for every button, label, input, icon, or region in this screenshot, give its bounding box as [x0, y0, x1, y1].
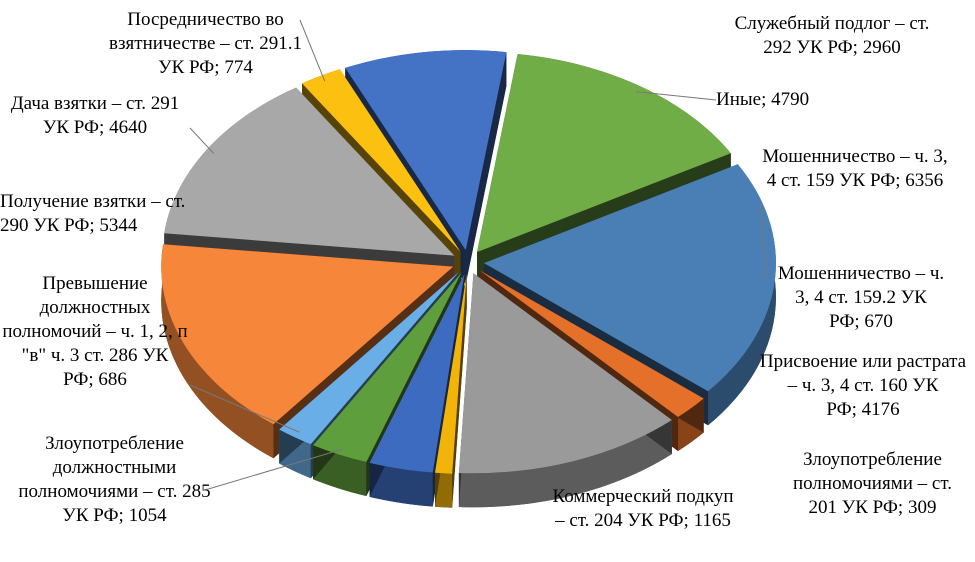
slice-depth — [458, 420, 672, 508]
label-name: Мошенничество – ч. 3, 4 ст. 159.2 УК РФ; — [777, 263, 945, 332]
label-name: Присвоение или растрата – ч. 3, 4 ст. 16… — [759, 351, 967, 420]
data-label: Злоупотребление должностными полномочиям… — [12, 432, 217, 528]
label-name: Превышение должностных полномочий – ч. 1… — [2, 273, 188, 390]
data-label: Служебный подлог – ст. 292 УК РФ; 2960 — [732, 12, 932, 60]
label-value: 5344 — [99, 215, 138, 236]
leader-line — [636, 91, 717, 101]
slice — [279, 271, 459, 445]
data-label: Посредничество во взятничестве – ст. 291… — [108, 8, 303, 80]
slice — [302, 69, 461, 252]
label-value: 309 — [907, 497, 937, 518]
label-value: 670 — [864, 311, 893, 332]
slice-depth — [369, 462, 433, 507]
slice — [313, 272, 462, 463]
label-value: 1165 — [693, 510, 731, 531]
data-label: Мошенничество – ч. 3, 4 ст. 159 УК РФ; 63… — [760, 145, 950, 193]
data-label: Присвоение или растрата – ч. 3, 4 ст. 16… — [758, 350, 968, 422]
slice — [458, 273, 672, 474]
slice-depth — [465, 52, 507, 285]
slice-depth — [161, 244, 274, 459]
label-value: 1054 — [128, 505, 167, 526]
label-name: Служебный подлог – ст. 292 УК РФ; — [734, 13, 930, 58]
leader-line — [759, 204, 767, 281]
data-label: Дача взятки – ст. 291 УК РФ; 4640 — [0, 92, 190, 140]
slice — [345, 50, 507, 251]
label-name: Злоупотребление полномочиями – ст. 201 У… — [793, 449, 952, 518]
data-label: Коммерческий подкуп – ст. 204 УК РФ; 1165 — [548, 485, 738, 533]
label-value: 4176 — [861, 399, 900, 420]
label-name: Мошенничество – ч. 3, 4 ст. 159 УК РФ; — [762, 146, 948, 191]
label-name: Посредничество во взятничестве – ст. 291… — [109, 9, 302, 78]
leader-line — [204, 448, 343, 491]
label-value: 4640 — [109, 117, 148, 138]
data-label: Иные; 4790 — [716, 88, 826, 112]
data-label: Получение взятки – ст. 290 УК РФ; 5344 — [0, 190, 205, 238]
data-label: Превышение должностных полномочий – ч. 1… — [0, 272, 190, 392]
label-value: 686 — [98, 369, 127, 390]
data-label: Мошенничество – ч. 3, 4 ст. 159.2 УК РФ;… — [772, 262, 950, 334]
slice — [479, 270, 704, 418]
slice-depth — [434, 472, 453, 508]
leader-line — [189, 384, 300, 433]
label-value: 774 — [224, 57, 253, 78]
label-name: Злоупотребление должностными полномочиям… — [18, 433, 211, 526]
label-value: 6356 — [905, 170, 944, 191]
slice — [434, 273, 467, 474]
label-value: 4790 — [771, 89, 810, 110]
slice — [161, 244, 454, 425]
label-name: Получение взятки – ст. 290 УК РФ; — [0, 191, 186, 236]
data-label: Злоупотребление полномочиями – ст. 201 У… — [780, 448, 965, 520]
leader-line — [299, 19, 326, 82]
slice — [483, 164, 776, 392]
slice-depth — [452, 273, 467, 508]
label-name: Коммерческий подкуп – ст. 204 УК РФ; — [552, 486, 734, 531]
label-name: Дача взятки – ст. 291 УК РФ; — [10, 93, 180, 138]
slice — [476, 54, 731, 253]
label-name: Иные; — [716, 89, 767, 110]
slice — [369, 273, 465, 473]
slice — [164, 87, 455, 256]
leader-line — [189, 127, 215, 154]
label-value: 2960 — [862, 37, 901, 58]
